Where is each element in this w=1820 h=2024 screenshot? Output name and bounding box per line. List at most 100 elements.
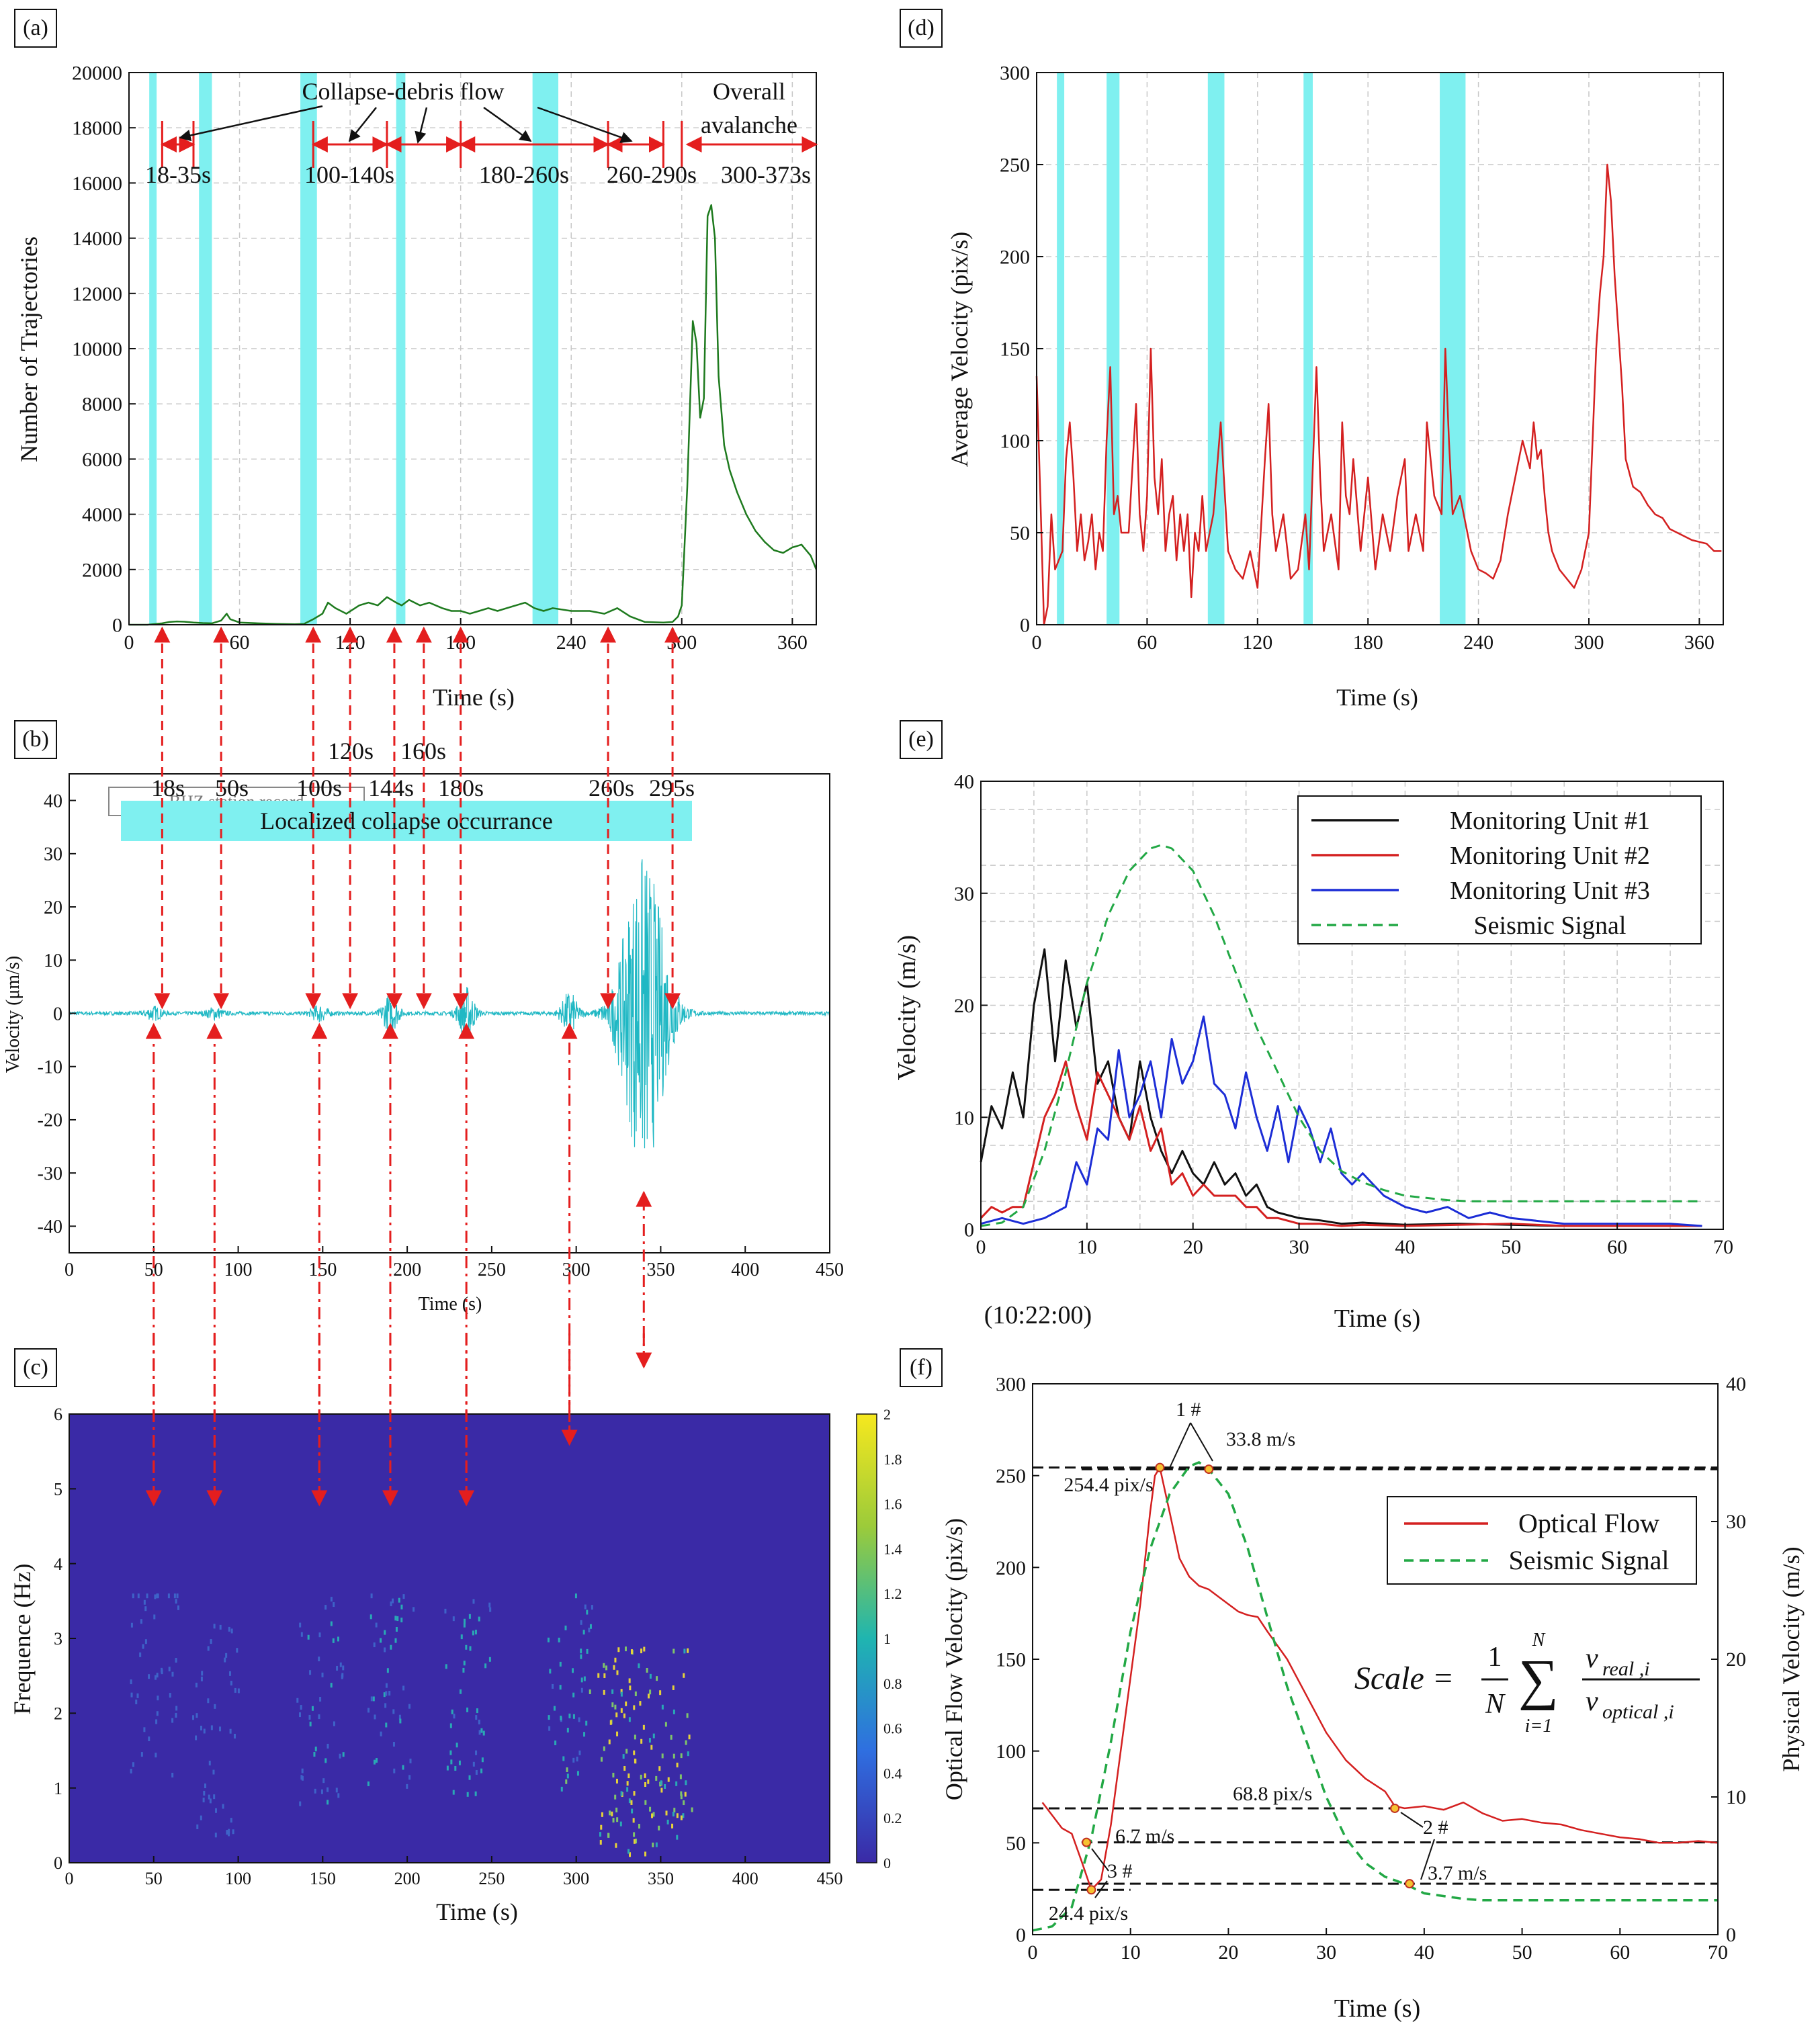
- spectrogram-cell: [620, 1791, 623, 1796]
- spectrogram-cell: [169, 1693, 171, 1698]
- x-tick-label: 180: [1353, 631, 1383, 654]
- event-label: 50s: [215, 775, 249, 801]
- x-tick-label: 150: [310, 1869, 336, 1888]
- spectrogram-cell: [552, 1683, 554, 1689]
- spectrogram-cell: [623, 1713, 625, 1718]
- spectrogram-cell: [298, 1712, 301, 1718]
- x-tick-label: 20: [1218, 1941, 1238, 1964]
- spectrogram-cell: [620, 1708, 623, 1713]
- panel-label-box: [900, 720, 943, 759]
- spectrogram-cell: [553, 1706, 556, 1711]
- spectrogram-cell: [200, 1725, 203, 1730]
- spectrogram-cell: [676, 1762, 679, 1767]
- leader-line: [1169, 1422, 1191, 1468]
- x-tick-label: 30: [1289, 1236, 1309, 1258]
- spectrogram-cell: [614, 1704, 617, 1710]
- legend-label: Seismic Signal: [1474, 912, 1627, 940]
- spectrogram-cell: [161, 1669, 163, 1675]
- spectrogram-cell: [566, 1728, 569, 1733]
- spectrogram-cell: [631, 1808, 634, 1814]
- spectrogram-cell: [453, 1714, 456, 1719]
- spectrogram-cell: [684, 1792, 687, 1797]
- spectrogram-cell: [208, 1761, 211, 1766]
- spectrogram-cell: [460, 1634, 463, 1640]
- x-tick-label: 0: [976, 1236, 986, 1258]
- shaded-band: [532, 73, 559, 625]
- spectrogram-cell: [680, 1815, 683, 1820]
- spectrogram-cell: [612, 1818, 615, 1823]
- spectrogram-cell: [633, 1832, 636, 1837]
- spectrogram-cell: [372, 1696, 375, 1702]
- y-tick-label: 18000: [72, 118, 122, 140]
- colorbar-tick-label: 1: [883, 1630, 891, 1647]
- interval-label: 100-140s: [304, 161, 394, 188]
- spectrogram-cell: [599, 1840, 602, 1845]
- spectrogram-cell: [600, 1757, 603, 1762]
- x-tick-label: 60: [1607, 1236, 1627, 1258]
- spectrogram-cell: [224, 1657, 226, 1663]
- spectrogram-cell: [601, 1812, 603, 1817]
- connector-arrows: [145, 626, 681, 1507]
- y-tick-label: 10: [954, 1107, 974, 1129]
- spectrogram-cell: [140, 1619, 142, 1624]
- x-axis-label: Time (s): [419, 1294, 482, 1315]
- spectrogram-cell: [318, 1632, 321, 1638]
- spectrogram-cell: [599, 1832, 602, 1837]
- spectrogram-cell: [686, 1713, 689, 1718]
- y-tick-label: -40: [38, 1217, 62, 1237]
- spectrogram-cell: [330, 1621, 333, 1626]
- spectrogram-cell: [687, 1751, 689, 1757]
- spectrogram-cell: [622, 1754, 625, 1759]
- spectrogram-cell: [332, 1638, 335, 1643]
- spectrogram-cell: [301, 1775, 304, 1781]
- y-tick-label: 0: [1020, 615, 1030, 637]
- spectrogram-cell: [608, 1739, 611, 1745]
- y-tick-label: 20000: [72, 62, 122, 85]
- spectrogram-cell: [468, 1614, 471, 1619]
- spectrogram-cell: [683, 1673, 685, 1678]
- spectrogram-cell: [623, 1765, 626, 1771]
- spectrogram-cell: [476, 1708, 478, 1714]
- spectrogram-cell: [480, 1768, 483, 1773]
- spectrogram-cell: [208, 1794, 210, 1800]
- spectrogram-cell: [472, 1599, 475, 1604]
- spectrogram-cell: [648, 1738, 651, 1743]
- spectrogram-cell: [611, 1702, 614, 1708]
- spectrogram-cell: [446, 1765, 449, 1771]
- spectrogram-cell: [691, 1807, 693, 1812]
- leader-line: [1400, 1812, 1424, 1828]
- spectrogram-cell: [630, 1800, 633, 1805]
- spectrogram-cell: [549, 1669, 552, 1674]
- spectrogram-cell: [475, 1715, 478, 1720]
- spectrogram-cell: [614, 1794, 617, 1800]
- spectrogram-cell: [481, 1757, 484, 1763]
- spectrogram-cell: [207, 1698, 210, 1704]
- panel-a: (a)0 60 120 180 240 300 3600200040006000800010…: [14, 9, 818, 711]
- spectrogram-cell: [638, 1823, 641, 1829]
- spectrogram-cell: [634, 1691, 637, 1697]
- annotation: 254.4 pix/s: [1064, 1474, 1153, 1496]
- spectrogram-cell: [452, 1616, 455, 1622]
- y2-tick-label: 10: [1726, 1786, 1746, 1808]
- spectrogram-cell: [615, 1712, 618, 1718]
- spectrogram-cell: [210, 1725, 213, 1730]
- y-tick-label: 3: [54, 1629, 62, 1648]
- spectrogram-cell: [370, 1614, 372, 1620]
- spectrogram-cell: [644, 1781, 647, 1787]
- spectrogram-cell: [640, 1774, 642, 1779]
- spectrogram-cell: [643, 1646, 646, 1652]
- panel-label: (a): [23, 15, 48, 40]
- spectrogram-cell: [628, 1798, 631, 1804]
- spectrogram-cell: [233, 1733, 236, 1739]
- x-tick-label: 70: [1708, 1941, 1728, 1964]
- spectrogram-cell: [202, 1798, 205, 1803]
- y-tick-label: 100: [1000, 431, 1030, 453]
- spectrogram-cell: [393, 1768, 396, 1773]
- spectrogram-cell: [475, 1750, 478, 1755]
- x-tick-label: 0: [65, 1869, 74, 1888]
- spectrogram-cell: [564, 1625, 567, 1630]
- spectrogram-cell: [650, 1745, 653, 1750]
- spectrogram-cell: [576, 1771, 579, 1776]
- spectrogram-cell: [558, 1637, 560, 1642]
- spectrogram-cell: [156, 1711, 159, 1716]
